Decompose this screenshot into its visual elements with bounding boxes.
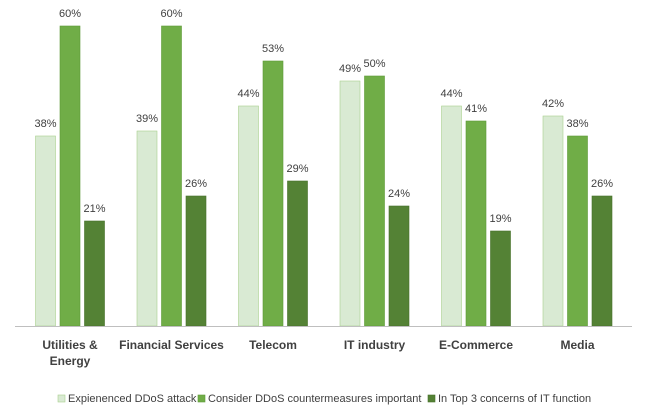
bar	[591, 195, 613, 327]
data-label: 60%	[59, 8, 81, 20]
category-label: Telecom	[249, 338, 297, 352]
category-label: Energy	[50, 354, 91, 368]
legend-label: In Top 3 concerns of IT function	[438, 393, 591, 405]
legend: Expienenced DDoS attack Consider DDoS cou…	[57, 393, 591, 405]
legend-swatch	[57, 394, 66, 403]
bar	[185, 195, 207, 327]
bar	[567, 135, 588, 327]
bar	[84, 220, 105, 327]
data-label: 26%	[591, 178, 613, 190]
category-label: IT industry	[344, 338, 406, 352]
value-labels-layer: 38%60%21%39%60%26%44%53%29%49% 50%24%44%4…	[34, 8, 613, 225]
category-label: Financial Services	[119, 338, 224, 352]
data-label: 50%	[363, 58, 385, 70]
data-label: 44%	[440, 88, 462, 100]
data-label: 26%	[185, 178, 207, 190]
bar	[238, 105, 259, 327]
bar	[388, 205, 410, 327]
bar	[35, 135, 56, 327]
bar	[287, 180, 308, 327]
category-labels-layer: Utilities & Energy Financial Services Telec…	[42, 338, 594, 368]
data-label: 44%	[237, 88, 259, 100]
bar	[490, 230, 511, 327]
category-label: Media	[560, 338, 594, 352]
data-label: 19%	[489, 213, 511, 225]
data-label: 39%	[136, 113, 158, 125]
bar	[161, 25, 182, 327]
data-label: 60%	[160, 8, 182, 20]
bar	[465, 120, 487, 327]
category-label: Utilities &	[42, 338, 98, 352]
data-label: 53%	[262, 43, 284, 55]
bar	[441, 105, 462, 327]
bar	[364, 75, 385, 327]
data-label: 24%	[388, 188, 410, 200]
bars-layer	[35, 25, 613, 327]
bar	[542, 115, 564, 327]
data-label: 21%	[83, 203, 105, 215]
data-label: 38%	[34, 118, 56, 130]
legend-label: Consider DDoS countermeasures important	[208, 393, 421, 405]
bar	[59, 25, 81, 327]
bar	[136, 130, 158, 327]
bar	[262, 60, 284, 327]
bar	[339, 80, 361, 327]
legend-label: Expienenced DDoS attack	[68, 393, 197, 405]
data-label: 49%	[339, 63, 361, 75]
legend-swatch	[427, 394, 436, 403]
data-label: 29%	[286, 163, 308, 175]
category-label: E-Commerce	[439, 338, 513, 352]
legend-swatch	[197, 394, 206, 403]
data-label: 38%	[566, 118, 588, 130]
data-label: 41%	[465, 103, 487, 115]
data-label: 42%	[542, 98, 564, 110]
